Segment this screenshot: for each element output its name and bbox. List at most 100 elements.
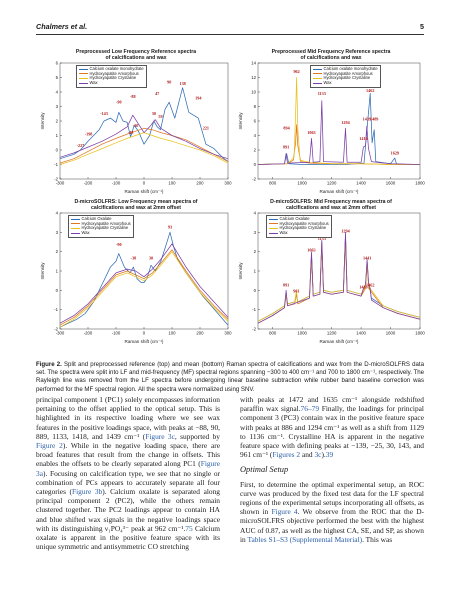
y-tick-label: 5	[56, 75, 59, 80]
peak-label: 59	[158, 114, 162, 119]
reference-link[interactable]: 76–79	[300, 404, 320, 414]
body-right-column: with peaks at 1472 and 1635 cm⁻¹ alongsi…	[240, 395, 424, 544]
x-axis-label: Raman shift (cm⁻¹)	[125, 339, 164, 344]
header-rule	[36, 34, 424, 35]
y-tick-label: 2	[254, 249, 257, 254]
peak-label: -30	[133, 123, 139, 128]
series-line	[257, 93, 420, 165]
series-group	[257, 231, 421, 324]
legend-label: Wax	[323, 80, 332, 86]
reference-link[interactable]: 39	[325, 450, 334, 460]
x-tick-label: -100	[112, 331, 121, 336]
x-tick-label: 200	[196, 181, 204, 186]
legend-label: Wax	[89, 80, 98, 86]
legend-swatch	[78, 83, 88, 85]
x-tick-label: 200	[196, 331, 204, 336]
y-tick-label: 6	[254, 119, 257, 124]
y-tick-label: 0	[254, 288, 257, 293]
page-number: 5	[420, 22, 424, 31]
section-heading: Optimal Setup	[240, 465, 289, 475]
reference-link[interactable]: Figure 3b	[71, 487, 103, 497]
legend-entry: Hydroxyapatite Crystaline	[312, 75, 378, 81]
y-tick-label: 1	[254, 269, 257, 274]
body-text-run: . We observe from the ROC that the D-mic…	[240, 507, 424, 544]
body-text-run: . This was	[362, 534, 393, 544]
legend-label: Hydroxyapatite Crystaline	[323, 75, 371, 81]
reference-link[interactable]: Figures 2	[272, 450, 301, 460]
panel-title-line: of calcifications and wax	[105, 55, 167, 61]
panel-title: D-microSOLFRS: Low Frequency mean spectr…	[38, 199, 234, 211]
legend-entry: Hydroxyapatite Crystaline	[268, 225, 329, 231]
series-group	[257, 77, 421, 165]
y-tick-label: 8	[254, 104, 257, 109]
x-tick-label: 1800	[415, 331, 425, 336]
peak-label: 90	[167, 79, 171, 84]
legend-entry: Hydroxyapatite Amorphous	[312, 71, 378, 77]
legend-swatch	[268, 233, 278, 235]
peak-label: 1462	[366, 282, 374, 287]
series-line	[59, 87, 229, 162]
chart-legend: Calcium Oxalate Hydroxyapatite Amorphous H…	[68, 215, 134, 238]
peak-label: 30	[149, 255, 153, 260]
reference-link[interactable]: Figure 2	[36, 441, 63, 451]
reference-link[interactable]: 3c	[314, 450, 322, 460]
y-tick-label: 0	[56, 148, 59, 153]
legend-label: Wax	[81, 230, 90, 236]
x-tick-label: 300	[224, 331, 232, 336]
legend-swatch	[312, 83, 322, 85]
y-tick-label: -1	[54, 307, 58, 312]
body-text-run: Finally, the loadings for principal comp…	[240, 404, 424, 460]
legend-swatch	[78, 78, 88, 80]
panel-title: D-microSOLFRS: Mid Frequency mean spectr…	[236, 199, 426, 211]
legend-label: Calcium oxalate monohydrate	[323, 65, 378, 71]
y-tick-label: 3	[254, 230, 257, 235]
peak-label: 221	[203, 126, 209, 131]
y-tick-label: 4	[254, 211, 257, 216]
peak-label: 1416	[359, 284, 367, 289]
figure-panel-lf-reference: -300 -200 -100 0 100 200 300 -2 -1 0 1 2 3 4 5 6 Raman s…	[38, 48, 234, 196]
chart-legend: Calcium oxalate monohydrate Hydroxyapatit…	[310, 65, 381, 88]
x-tick-label: 1000	[297, 331, 307, 336]
x-tick-label: 1400	[356, 331, 366, 336]
peak-label: 1294	[341, 228, 350, 233]
peak-label: 1133	[318, 91, 326, 96]
legend-label: Hydroxyapatite Crystaline	[279, 225, 327, 231]
legend-swatch	[312, 73, 322, 75]
legend-entry: Hydroxyapatite Amorphous	[268, 220, 329, 227]
legend-label: Calcium oxalate monohydrate	[89, 65, 144, 71]
x-tick-label: 1200	[327, 331, 337, 336]
peak-label: 961	[293, 288, 299, 293]
x-axis-label: Raman shift (cm⁻¹)	[320, 339, 359, 344]
series-line	[59, 251, 229, 328]
legend-label: Hydroxyapatite Amorphous	[89, 70, 139, 76]
legend-label: Hydroxyapatite Amorphous	[279, 220, 329, 226]
y-tick-label: 0	[56, 288, 59, 293]
reference-link[interactable]: Figure 3a	[36, 459, 220, 478]
y-tick-label: 6	[56, 61, 59, 66]
legend-swatch	[78, 73, 88, 75]
panel-title-line: D-microSOLFRS: Mid Frequency mean spectr…	[270, 199, 392, 205]
reference-link[interactable]: Tables S1–S3 (Supplemental Material)	[247, 534, 363, 544]
x-tick-label: 1000	[297, 181, 307, 186]
x-tick-label: 0	[143, 181, 146, 186]
y-tick-label: 2	[254, 148, 257, 153]
legend-swatch	[70, 218, 80, 220]
x-tick-label: 0	[143, 331, 146, 336]
legend-entry: Calcium Oxalate	[70, 216, 131, 222]
panel-title: Preprocessed Low Frequency Reference spe…	[38, 49, 234, 61]
y-tick-label: 4	[254, 133, 257, 138]
legend-label: Calcium Oxalate	[279, 215, 310, 221]
x-tick-label: 1600	[386, 181, 396, 186]
reference-link[interactable]: 75	[185, 523, 193, 533]
y-axis-label: Intensity	[238, 262, 243, 280]
y-tick-label: 14	[251, 61, 256, 66]
reference-link[interactable]: Figure 4	[271, 507, 298, 517]
body-paragraph-right-bottom: First, to determine the optimal experime…	[240, 480, 424, 544]
reference-link[interactable]: Figure 3c	[145, 431, 175, 441]
x-tick-label: -200	[84, 181, 93, 186]
legend-swatch	[268, 223, 278, 225]
legend-entry: Calcium oxalate monohydrate	[78, 65, 144, 72]
x-tick-label: 1600	[386, 331, 396, 336]
body-paragraph-right-top: with peaks at 1472 and 1635 cm⁻¹ alongsi…	[240, 395, 424, 459]
y-tick-label: -2	[252, 177, 256, 182]
